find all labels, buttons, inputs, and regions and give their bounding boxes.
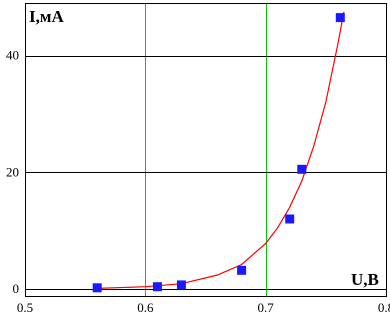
- grid-layer: [25, 3, 386, 296]
- x-tick-label: 0.5: [17, 300, 33, 315]
- x-axis-title: U,B: [351, 270, 379, 289]
- data-point: [176, 280, 186, 290]
- y-tick-label: 20: [6, 164, 19, 179]
- fit-curve: [97, 11, 345, 289]
- data-point: [285, 214, 295, 224]
- y-tick-label: 40: [6, 48, 19, 63]
- data-point: [92, 283, 102, 293]
- x-tick-label: 0.7: [258, 300, 275, 315]
- tick-layer: 0.5 0.6 0.7 0.8 0 20 40: [6, 48, 390, 315]
- plot-frame: [25, 3, 387, 297]
- data-point: [297, 164, 307, 174]
- x-tick-label: 0.8: [378, 300, 390, 315]
- y-tick-label: 0: [13, 281, 20, 296]
- data-point: [152, 282, 162, 292]
- data-point: [335, 13, 345, 23]
- y-axis-title: I,мA: [29, 7, 64, 26]
- data-point: [237, 265, 247, 275]
- x-tick-label: 0.6: [137, 300, 154, 315]
- points-layer: [92, 13, 345, 293]
- curve-layer: [97, 11, 345, 289]
